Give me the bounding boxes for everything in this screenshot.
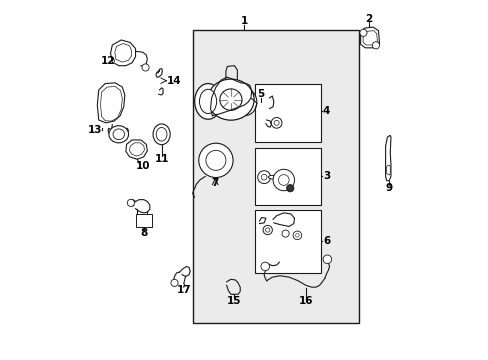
Ellipse shape [199, 89, 216, 113]
Bar [255, 84, 321, 143]
Circle shape [261, 262, 269, 271]
Ellipse shape [113, 129, 124, 140]
Circle shape [274, 120, 279, 125]
Polygon shape [386, 165, 389, 175]
Circle shape [198, 143, 233, 177]
Text: 17: 17 [176, 285, 191, 295]
Text: 15: 15 [227, 296, 241, 306]
Circle shape [257, 171, 270, 184]
Circle shape [323, 255, 331, 264]
Text: 7: 7 [211, 177, 219, 188]
Bar [255, 210, 321, 273]
Polygon shape [97, 83, 124, 123]
Ellipse shape [153, 124, 170, 145]
Text: 1: 1 [241, 16, 247, 26]
Circle shape [205, 150, 225, 170]
Text: 11: 11 [154, 154, 168, 163]
Circle shape [265, 228, 269, 232]
Circle shape [292, 231, 301, 240]
Circle shape [359, 29, 366, 36]
Polygon shape [110, 40, 135, 66]
Circle shape [261, 174, 266, 180]
Polygon shape [385, 135, 390, 181]
Circle shape [127, 199, 134, 206]
Polygon shape [125, 140, 147, 159]
Text: 4: 4 [322, 107, 329, 116]
Text: 12: 12 [101, 56, 115, 66]
Bar [135, 213, 151, 227]
Ellipse shape [207, 79, 254, 120]
Circle shape [171, 279, 178, 287]
Circle shape [282, 230, 288, 237]
Circle shape [295, 234, 299, 237]
Polygon shape [360, 27, 379, 48]
Text: 5: 5 [256, 89, 264, 99]
Text: 13: 13 [88, 125, 102, 135]
Polygon shape [115, 44, 131, 62]
Circle shape [142, 64, 149, 71]
Bar [192, 30, 358, 323]
Text: 9: 9 [385, 183, 392, 193]
Ellipse shape [194, 84, 221, 119]
Circle shape [263, 225, 272, 235]
Text: 10: 10 [135, 161, 150, 171]
Polygon shape [101, 86, 122, 121]
Circle shape [278, 175, 288, 185]
Ellipse shape [109, 126, 128, 143]
Text: 8: 8 [140, 228, 147, 238]
Circle shape [271, 117, 282, 128]
Text: 3: 3 [323, 171, 329, 181]
Polygon shape [129, 143, 144, 156]
Text: 14: 14 [166, 76, 181, 86]
Polygon shape [363, 31, 377, 45]
Ellipse shape [233, 89, 256, 116]
Ellipse shape [156, 127, 166, 141]
Circle shape [286, 185, 293, 192]
Text: 6: 6 [323, 237, 329, 247]
Bar [255, 148, 321, 205]
Circle shape [372, 42, 379, 49]
Text: 16: 16 [298, 296, 312, 306]
Ellipse shape [268, 175, 276, 179]
Circle shape [272, 169, 294, 191]
Text: 2: 2 [365, 14, 372, 24]
Ellipse shape [220, 89, 242, 111]
